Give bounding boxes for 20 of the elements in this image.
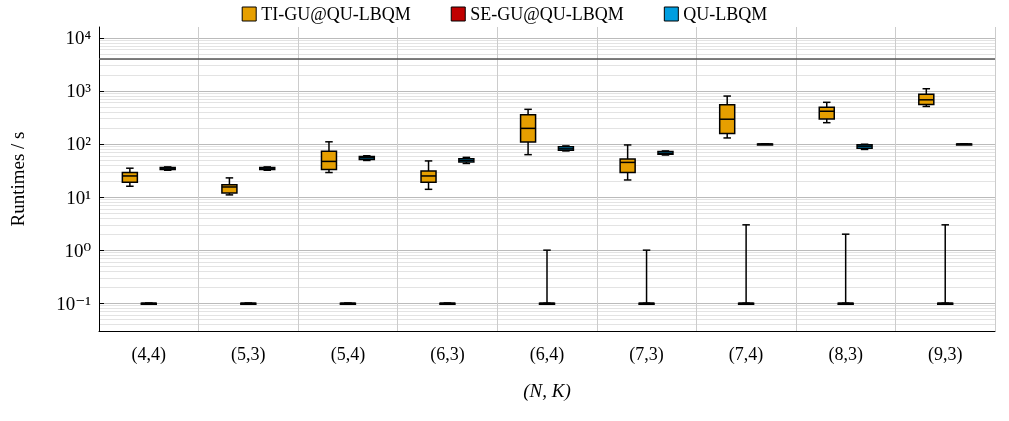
x-tick-label: (8,3) [828,344,863,365]
y-tick-label: 10³ [66,80,92,102]
x-tick-label: (6,3) [430,344,465,365]
x-tick-label: (9,3) [927,344,963,365]
x-tick-label: (7,3) [629,344,664,365]
x-tick-label: (5,3) [231,344,266,365]
x-tick-label: (6,4) [529,344,565,365]
x-axis-title: (N, K) [523,380,571,402]
y-tick-label: 10⁴ [65,27,92,49]
y-tick-label: 10⁰ [64,239,92,261]
x-tick-label: (5,4) [330,344,366,365]
legend-label: TI-GU@QU-LBQM [261,4,411,24]
y-axis-title: Runtimes / s [7,131,28,227]
x-tick-label: (7,4) [728,344,764,365]
legend-label: SE-GU@QU-LBQM [470,4,624,24]
x-tick-label: (4,4) [131,344,167,365]
y-tick-label: 10⁻¹ [56,292,92,314]
y-tick-label: 10² [66,133,92,155]
y-tick-label: 10¹ [66,186,92,208]
legend-label: QU-LBQM [683,4,768,24]
